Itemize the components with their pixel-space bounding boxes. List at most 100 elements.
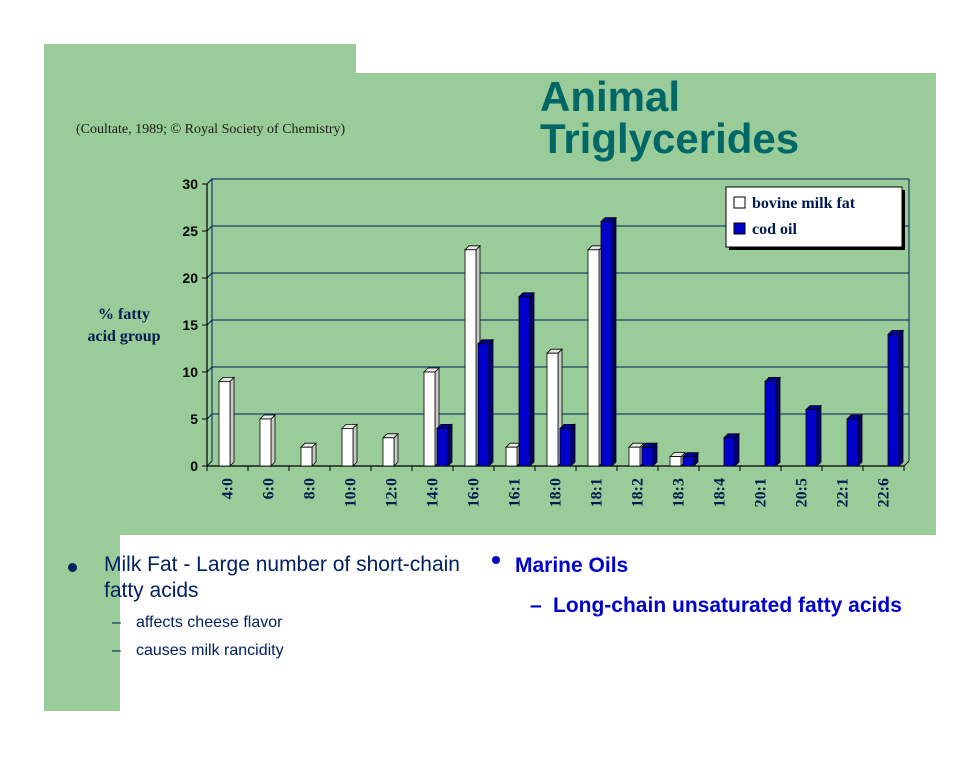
sub-bullet: – causes milk rancidity	[68, 642, 468, 660]
background-panel-top	[44, 44, 356, 74]
y-tick-label: 25	[182, 223, 198, 239]
gridline	[206, 272, 909, 279]
y-tick-label: 10	[182, 364, 198, 380]
bar-bovine-milk-fat	[382, 432, 399, 467]
gridline	[206, 366, 909, 373]
bar-cod-oil	[518, 291, 535, 467]
y-axis-label-line2: acid group	[87, 328, 161, 345]
bar-front	[436, 427, 449, 467]
x-tick-label: 18:2	[630, 478, 647, 507]
legend-swatch-cod-oil	[733, 222, 746, 235]
sub-bullet: – affects cheese flavor	[68, 614, 468, 632]
bar-bovine-milk-fat	[218, 376, 235, 467]
x-tick-label: 6:0	[261, 478, 278, 499]
x-tick-label: 22:1	[835, 478, 852, 507]
bar-cod-oil	[887, 329, 904, 467]
sub-bullet-text: affects cheese flavor	[136, 614, 283, 631]
bar-front	[723, 437, 736, 467]
x-tick-label: 20:5	[794, 478, 811, 507]
bar-cod-oil	[600, 216, 617, 467]
legend-label-cod-oil: cod oil	[752, 221, 797, 238]
bar-front	[382, 437, 395, 467]
gridline	[206, 413, 909, 420]
bar-front	[628, 446, 641, 467]
slide-title-line1: Animal	[540, 73, 681, 120]
bar-cod-oil	[846, 414, 863, 467]
legend-swatch-bovine-milk-fat	[733, 196, 746, 209]
x-tick-label: 16:1	[507, 478, 524, 507]
bar-front	[464, 249, 477, 467]
y-axis-label-line1: % fatty	[98, 306, 150, 323]
bar-cod-oil	[764, 376, 781, 467]
y-axis-label: % fatty acid group	[70, 304, 178, 348]
bar-side	[352, 423, 358, 467]
y-tick-label: 20	[182, 270, 198, 286]
citation: (Coultate, 1989; © Royal Society of Chem…	[76, 122, 346, 137]
bar-front	[559, 427, 572, 467]
x-tick-label: 18:4	[712, 478, 729, 507]
x-tick-label: 14:0	[425, 478, 442, 507]
bullet-marine-oils: Marine Oils	[492, 552, 912, 580]
bullet-milk-fat-text: Milk Fat - Large number of short-chain f…	[104, 553, 460, 602]
bar-bovine-milk-fat	[259, 414, 276, 467]
bar-side	[857, 414, 863, 467]
bar-front	[477, 343, 490, 467]
bar-cod-oil	[477, 338, 494, 467]
bar-side	[529, 291, 535, 467]
bar-side	[393, 432, 399, 467]
bar-front	[546, 352, 559, 467]
bar-bovine-milk-fat	[341, 423, 358, 467]
legend-label-bovine-milk-fat: bovine milk fat	[752, 195, 856, 212]
bar-side	[611, 216, 617, 467]
x-tick-label: 20:1	[753, 478, 770, 507]
dash-icon: –	[112, 614, 121, 631]
dash-icon: –	[112, 642, 121, 659]
bar-front	[300, 446, 313, 467]
x-tick-label: 4:0	[220, 478, 237, 499]
sub-bullet-long-chain: – Long-chain unsaturated fatty acids	[492, 594, 912, 617]
bar-front	[805, 409, 818, 467]
x-tick-label: 18:3	[671, 478, 688, 507]
bar-side	[816, 404, 822, 467]
bar-side	[570, 423, 576, 467]
bar-front	[341, 427, 354, 467]
bullet-list-right: Marine Oils – Long-chain unsaturated fat…	[492, 552, 912, 617]
bar-front	[846, 418, 859, 467]
legend-box	[725, 186, 903, 248]
bar-cod-oil	[723, 432, 740, 467]
bar-cod-oil	[641, 442, 658, 467]
sub-bullet-long-chain-text: Long-chain unsaturated fatty acids	[553, 594, 902, 617]
bar-front	[764, 380, 777, 467]
bullet-list-left: Milk Fat - Large number of short-chain f…	[68, 552, 468, 660]
y-tick-label: 15	[182, 317, 198, 333]
bar-cod-oil	[805, 404, 822, 467]
y-tick-label: 0	[190, 458, 198, 474]
x-tick-label: 8:0	[302, 478, 319, 499]
bar-front	[669, 456, 682, 467]
bar-front	[641, 446, 654, 467]
gridline	[206, 178, 909, 185]
x-tick-label: 22:6	[876, 478, 893, 507]
bar-side	[734, 432, 740, 467]
slide-title: Animal Triglycerides	[540, 76, 799, 160]
bar-front	[423, 371, 436, 467]
bar-cod-oil	[436, 423, 453, 467]
bar-front	[682, 456, 695, 467]
dash-icon: –	[530, 594, 542, 617]
y-tick-label: 5	[190, 411, 198, 427]
bar-side	[270, 414, 276, 467]
gridline	[206, 225, 909, 232]
bar-side	[229, 376, 235, 467]
bar-side	[775, 376, 781, 467]
bar-front	[600, 221, 613, 467]
bar-bovine-milk-fat	[423, 367, 440, 467]
x-tick-label: 18:0	[548, 478, 565, 507]
bar-chart: 0 5 10 15 20 25 30 4:0 6:0 8:0 10:0 12:0 14:0 16:0 16:…	[182, 176, 910, 507]
bar-side	[488, 338, 494, 467]
bar-front	[505, 446, 518, 467]
bar-front	[259, 418, 272, 467]
bar-front	[887, 333, 900, 467]
y-tick-label: 30	[182, 176, 198, 192]
bar-bovine-milk-fat	[300, 442, 317, 467]
bullet-dot-icon	[68, 563, 77, 572]
